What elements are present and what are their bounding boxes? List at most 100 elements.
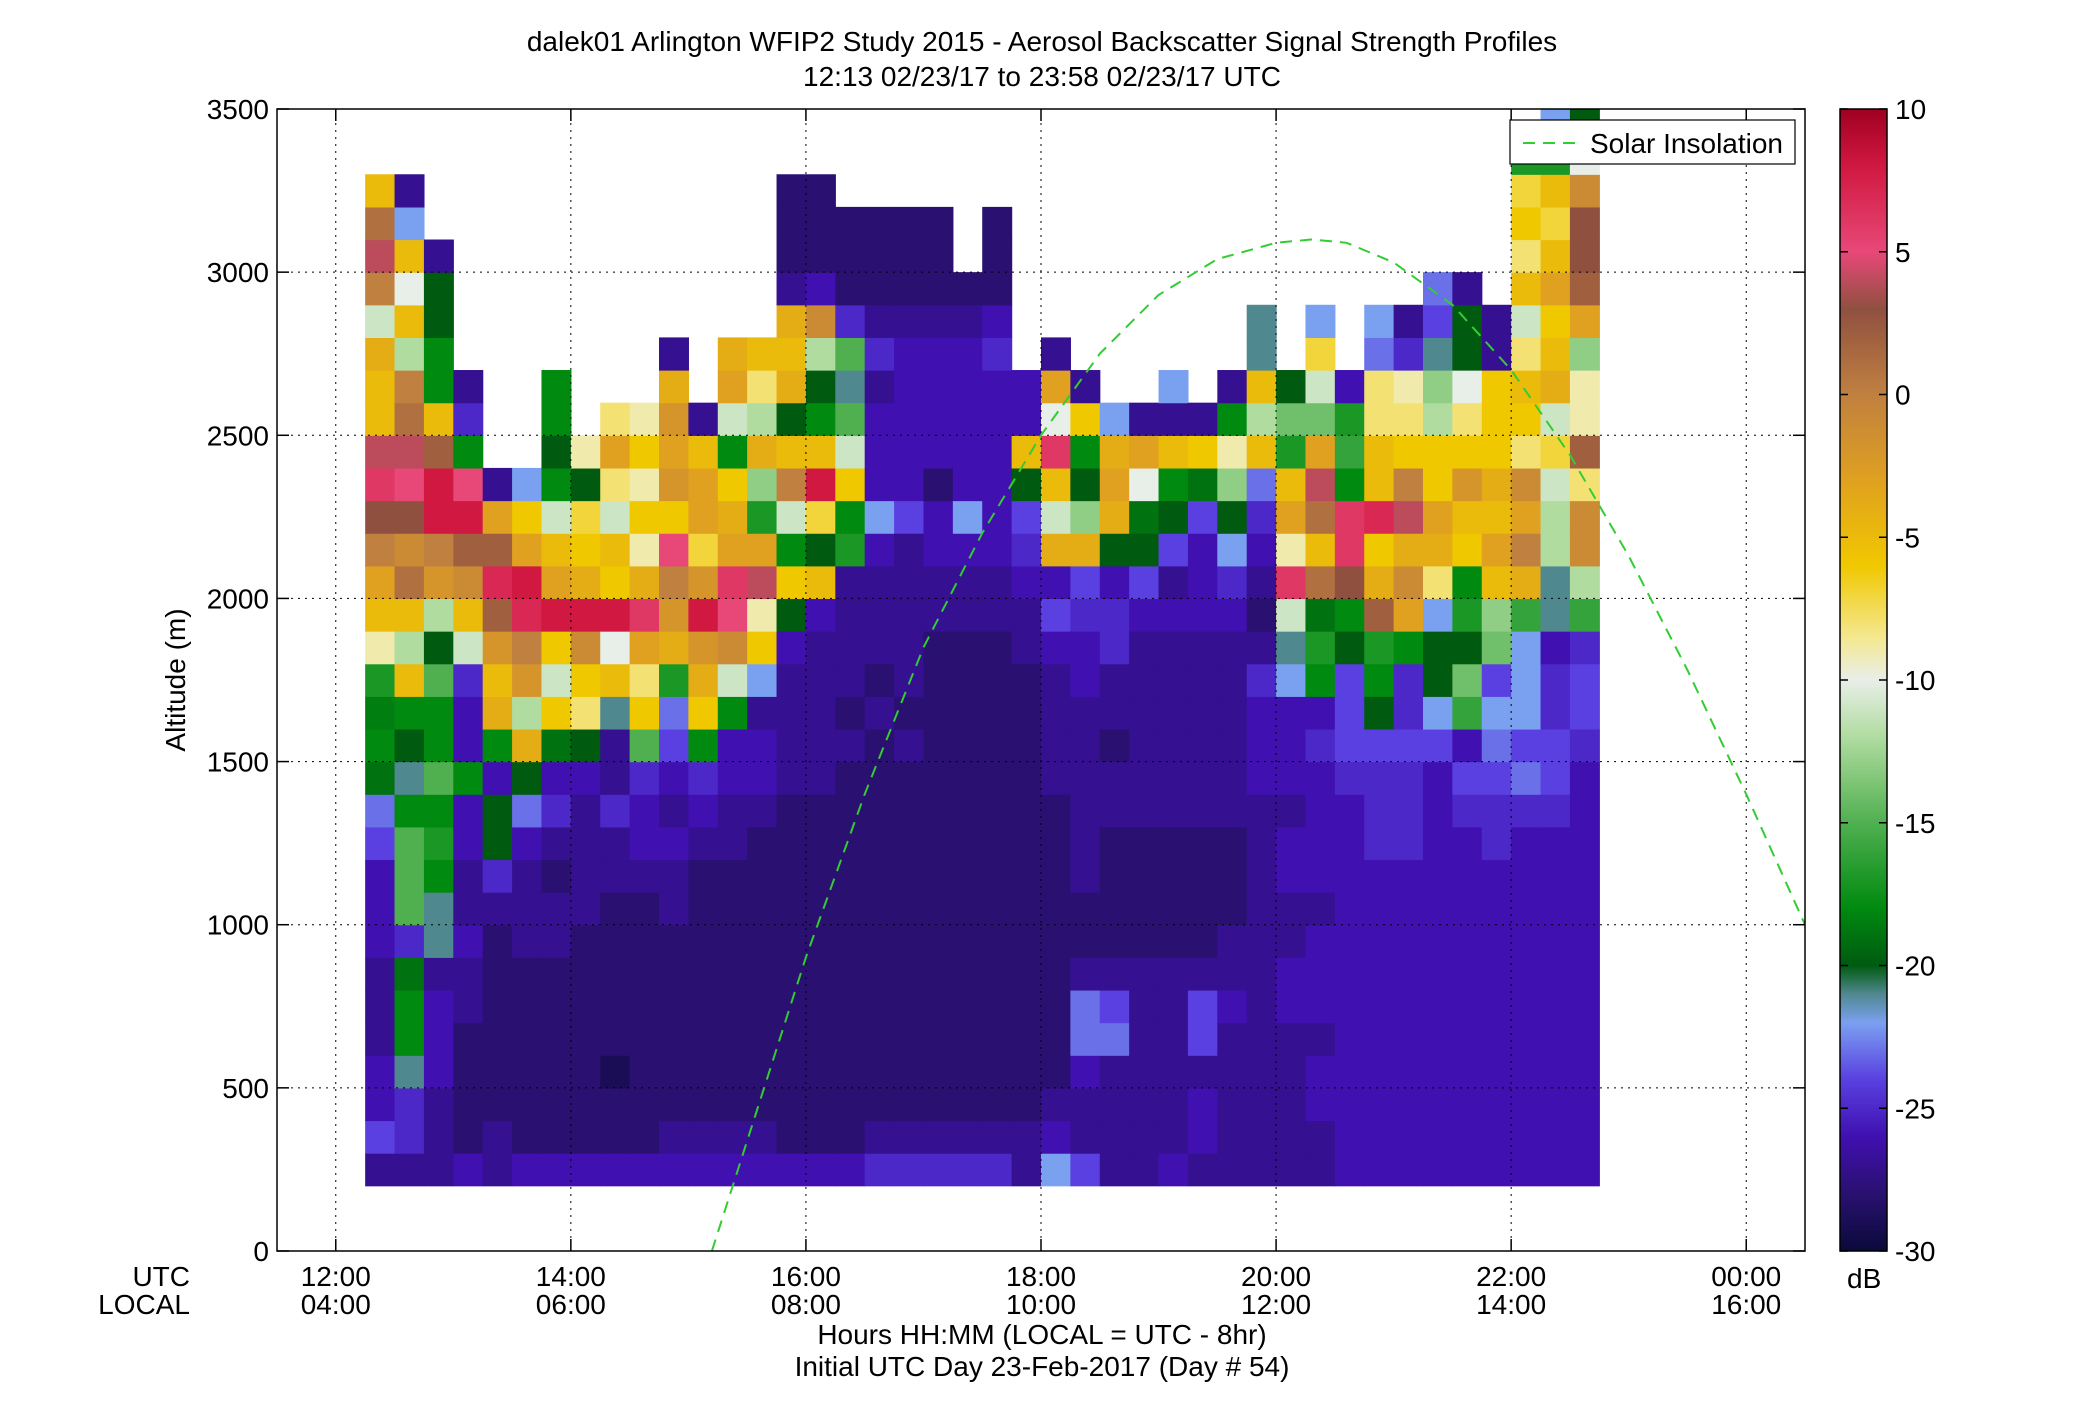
heatmap-cell (512, 500, 543, 534)
heatmap-cell (453, 435, 484, 469)
heatmap-cell (453, 859, 484, 893)
heatmap-cell (1511, 761, 1542, 795)
heatmap-cell (1481, 370, 1512, 404)
heatmap-cell (1305, 794, 1336, 828)
heatmap-cell (541, 1087, 572, 1122)
heatmap-cell (1070, 1153, 1101, 1187)
heatmap-cell (1099, 696, 1130, 730)
heatmap-cell (1452, 859, 1483, 893)
heatmap-cell (1364, 370, 1395, 404)
heatmap-cell (1364, 663, 1395, 697)
heatmap-cell (1569, 1087, 1600, 1122)
heatmap-cell (1011, 728, 1042, 763)
x-tick-label-local: 08:00 (771, 1289, 841, 1320)
heatmap-cell (423, 1153, 454, 1187)
heatmap-cell (365, 1055, 396, 1089)
heatmap-cell (835, 565, 866, 600)
heatmap-cell (1393, 1120, 1424, 1154)
heatmap-cell (659, 859, 689, 893)
heatmap-cell (982, 337, 1013, 371)
heatmap-cell (1511, 598, 1542, 632)
heatmap-cell (423, 598, 454, 632)
heatmap-cell (982, 1055, 1013, 1089)
heatmap-cell (1099, 989, 1130, 1024)
heatmap-cell (1540, 337, 1571, 371)
heatmap-cell (747, 1153, 778, 1187)
heatmap-cell (864, 989, 895, 1024)
heatmap-cell (1011, 761, 1042, 795)
heatmap-cell (1452, 663, 1483, 697)
heatmap-cell (1217, 728, 1248, 763)
heatmap-cell (1569, 924, 1600, 958)
heatmap-cell (1569, 174, 1600, 208)
heatmap-cell (659, 663, 689, 697)
heatmap-cell (1276, 1153, 1307, 1187)
heatmap-cell (982, 598, 1013, 632)
heatmap-cell (394, 533, 425, 567)
heatmap-cell (894, 1120, 925, 1154)
heatmap-cell (747, 533, 778, 567)
heatmap-cell (1393, 1153, 1424, 1187)
heatmap-cell (835, 272, 866, 306)
heatmap-cell (1099, 859, 1130, 893)
heatmap-cell (600, 435, 631, 469)
heatmap-cell (600, 533, 631, 567)
heatmap-cell (952, 728, 983, 763)
heatmap-cell (1070, 533, 1101, 567)
heatmap-cell (982, 761, 1013, 795)
heatmap-cell (894, 1055, 925, 1089)
heatmap-cell (1364, 1022, 1395, 1056)
heatmap-cell (982, 989, 1013, 1024)
heatmap-cell (1041, 1120, 1071, 1154)
heatmap-cell (1246, 1087, 1277, 1122)
heatmap-cell (394, 1022, 425, 1056)
heatmap-cell (1393, 337, 1424, 371)
heatmap-cell (541, 663, 572, 697)
heatmap-cell (1246, 370, 1277, 404)
y-tick-label: 0 (253, 1236, 269, 1267)
heatmap-cell (1540, 533, 1571, 567)
heatmap-cell (365, 957, 396, 991)
heatmap-cell (629, 435, 660, 469)
heatmap-cell (1334, 1055, 1365, 1089)
heatmap-cell (1305, 957, 1336, 991)
heatmap-cell (1129, 696, 1160, 730)
heatmap-cell (1070, 565, 1101, 600)
heatmap-cell (776, 402, 807, 436)
heatmap-cell (1276, 1055, 1307, 1089)
heatmap-cell (864, 565, 895, 600)
heatmap-cell (923, 761, 954, 795)
heatmap-cell (776, 533, 807, 567)
heatmap-cell (1129, 826, 1160, 861)
heatmap-cell (1011, 435, 1042, 469)
heatmap-cell (1129, 924, 1160, 958)
heatmap-cell (894, 1087, 925, 1122)
heatmap-cell (482, 565, 513, 600)
heatmap-cell (1305, 304, 1336, 338)
heatmap-cell (1217, 761, 1248, 795)
heatmap-cell (1305, 696, 1336, 730)
heatmap-cell (482, 1120, 513, 1154)
heatmap-cell (982, 533, 1013, 567)
heatmap-cell (1158, 794, 1189, 828)
heatmap-cell (982, 435, 1013, 469)
heatmap-cell (952, 598, 983, 632)
heatmap-cell (776, 598, 807, 632)
heatmap-cell (423, 826, 454, 861)
heatmap-cell (600, 989, 631, 1024)
heatmap-cell (1158, 1153, 1189, 1187)
heatmap-cell (1305, 761, 1336, 795)
heatmap-cell (1276, 892, 1307, 926)
heatmap-cell (1217, 402, 1248, 436)
heatmap-cell (482, 728, 513, 763)
heatmap-cell (1481, 794, 1512, 828)
heatmap-cell (1099, 1153, 1130, 1187)
heatmap-cell (1187, 500, 1218, 534)
x-axis-label-2: Initial UTC Day 23-Feb-2017 (Day # 54) (795, 1351, 1290, 1382)
heatmap-cell (1276, 826, 1307, 861)
heatmap-cell (747, 696, 778, 730)
heatmap-cell (1452, 500, 1483, 534)
heatmap-cell (835, 1120, 866, 1154)
heatmap-cell (1011, 1055, 1042, 1089)
heatmap-cell (1011, 1120, 1042, 1154)
